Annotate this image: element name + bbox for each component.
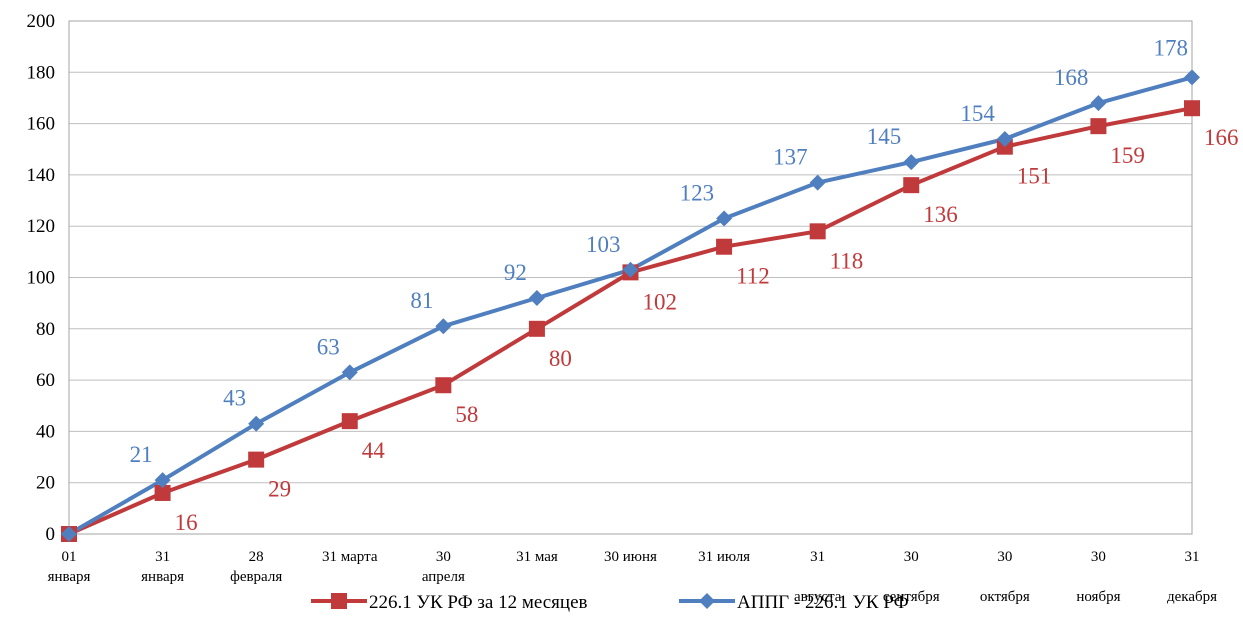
diamond-marker-1-7 [716,211,732,227]
data-label-0-7: 112 [736,264,770,289]
diamond-marker-1-8 [810,175,826,191]
x-tick-label-12: 31 декабря [1167,549,1217,605]
square-marker-0-2 [248,452,264,468]
x-tick-label-1: 31 января [141,549,184,585]
data-label-1-2: 43 [223,386,246,411]
square-marker-0-11 [1090,118,1106,134]
diamond-marker-1-11 [1090,95,1106,111]
x-tick-label-2: 28 февраля [230,549,282,585]
square-marker-0-7 [716,239,732,255]
data-label-0-9: 136 [923,202,958,227]
square-marker-0-4 [435,377,451,393]
square-marker-0-5 [529,321,545,337]
x-tick-label-6: 30 июня [604,549,657,565]
diamond-marker-1-4 [435,318,451,334]
square-marker-0-12 [1184,100,1200,116]
data-label-0-5: 80 [549,346,572,371]
legend-label-1: АППГ - 226.1 УК РФ [737,592,909,613]
x-tick-line: 30 [1091,549,1106,565]
x-tick-line: января [141,569,184,585]
series-group [61,69,1200,542]
y-tick-label-2: 40 [36,421,55,442]
data-label-1-8: 137 [773,145,808,170]
data-label-0-11: 159 [1110,143,1145,168]
data-label-1-3: 63 [317,334,340,359]
x-tick-line: 31 мая [516,549,558,565]
x-tick-label-11: 30 ноября [1076,549,1120,605]
x-tick-line: 28 [249,549,264,565]
x-tick-label-4: 30 апреля [422,549,465,585]
x-tick-line: ноября [1076,589,1120,605]
x-tick-line: 31 [810,549,825,565]
x-tick-line: февраля [230,569,282,585]
y-tick-label-4: 80 [36,319,55,340]
x-tick-line: января [48,569,91,585]
x-tick-line: 31 июля [698,549,750,565]
data-labels: 16 29 44 58 80 102 112 118 136 151 159 166 21 43 63 81 9… [130,35,1239,535]
square-marker-0-8 [810,223,826,239]
data-label-1-1: 21 [130,442,153,467]
diamond-marker-1-9 [903,154,919,170]
data-label-0-1: 16 [175,510,198,535]
x-tick-line: 31 [1185,549,1200,565]
x-tick-line: апреля [422,569,465,585]
diamond-marker-1-5 [529,290,545,306]
y-tick-label-1: 20 [36,473,55,494]
data-label-0-12: 166 [1204,125,1239,150]
diamond-marker-1-3 [342,364,358,380]
x-tick-label-10: 30 октября [980,549,1030,605]
y-tick-label-3: 60 [36,370,55,391]
data-label-1-10: 154 [960,101,995,126]
square-marker-0-3 [342,413,358,429]
y-tick-label-9: 180 [27,62,56,83]
data-label-1-7: 123 [680,181,715,206]
x-tick-line: 30 [436,549,451,565]
y-tick-label-6: 120 [27,216,56,237]
data-label-0-6: 102 [643,289,678,314]
legend-diamond-marker [699,593,715,609]
x-tick-label-5: 31 мая [516,549,558,565]
x-tick-label-3: 31 марта [322,549,378,565]
x-tick-line: 30 [997,549,1012,565]
data-label-1-4: 81 [410,288,433,313]
data-label-0-10: 151 [1017,164,1051,189]
x-tick-label-0: 01 января [48,549,91,585]
data-label-1-9: 145 [867,124,902,149]
x-tick-line: декабря [1167,589,1217,605]
x-tick-label-7: 31 июля [698,549,750,565]
y-tick-label-0: 0 [46,524,56,545]
x-tick-line: 30 [904,549,919,565]
data-label-1-5: 92 [504,260,527,285]
x-tick-line: 01 [62,549,77,565]
y-tick-label-7: 140 [27,165,56,186]
y-tick-label-8: 160 [27,114,56,135]
legend-square-marker [331,593,347,609]
data-label-1-12: 178 [1154,35,1189,60]
square-marker-0-9 [903,177,919,193]
data-label-1-11: 168 [1054,65,1089,90]
y-tick-label-10: 200 [27,11,56,32]
x-tick-line: октября [980,589,1030,605]
legend-label-0: 226.1 УК РФ за 12 месяцев [369,592,588,613]
x-tick-line: 30 июня [604,549,657,565]
data-label-0-8: 118 [830,248,864,273]
legend: 226.1 УК РФ за 12 месяцев АППГ - 226.1 УК… [311,592,909,613]
y-tick-label-5: 100 [27,268,56,289]
y-axis-ticks: 0 20 40 60 80 100 120 140 160 180 200 [27,11,56,545]
x-tick-line: 31 [155,549,170,565]
data-label-0-3: 44 [362,438,386,463]
x-axis-ticks: 01 января 31 января 28 февраля 31 марта 30 апрел… [48,549,1218,605]
data-label-0-2: 29 [268,477,291,502]
data-label-0-4: 58 [455,402,478,427]
x-tick-line: 31 марта [322,549,378,565]
data-label-1-6: 103 [586,232,621,257]
